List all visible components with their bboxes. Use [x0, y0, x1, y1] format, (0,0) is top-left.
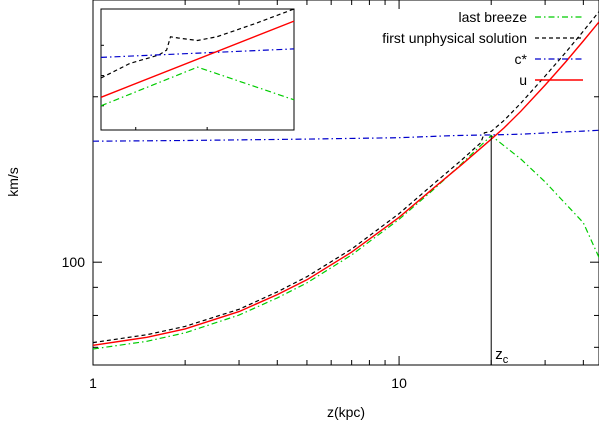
- y-tick-label: 100: [62, 254, 86, 270]
- ticks-layer: 1 10 100: [62, 0, 599, 391]
- inset-series-line-c: [100, 48, 295, 58]
- series-line-last-breeze: [92, 134, 599, 350]
- x-axis-label: z(kpc): [327, 404, 365, 420]
- series-line-u: [92, 21, 599, 346]
- x-tick-label: 1: [89, 375, 97, 391]
- series-line-first-unphysical-solution: [92, 11, 599, 344]
- legend: last breeze first unphysical solution c* u: [382, 9, 583, 88]
- inset: [100, 8, 295, 131]
- legend-label-c: c*: [515, 51, 528, 67]
- legend-label-last-breeze: last breeze: [459, 9, 528, 25]
- legend-label-u: u: [519, 72, 527, 88]
- y-axis-label: km/s: [5, 167, 21, 197]
- inset-frame: [100, 8, 295, 131]
- inset-series-line-last-breeze: [100, 66, 295, 107]
- legend-label-first-unphysical-solution: first unphysical solution: [382, 30, 527, 46]
- inset-series-line-u: [100, 20, 295, 98]
- x-tick-label: 10: [391, 375, 407, 391]
- series-layer: [92, 11, 599, 350]
